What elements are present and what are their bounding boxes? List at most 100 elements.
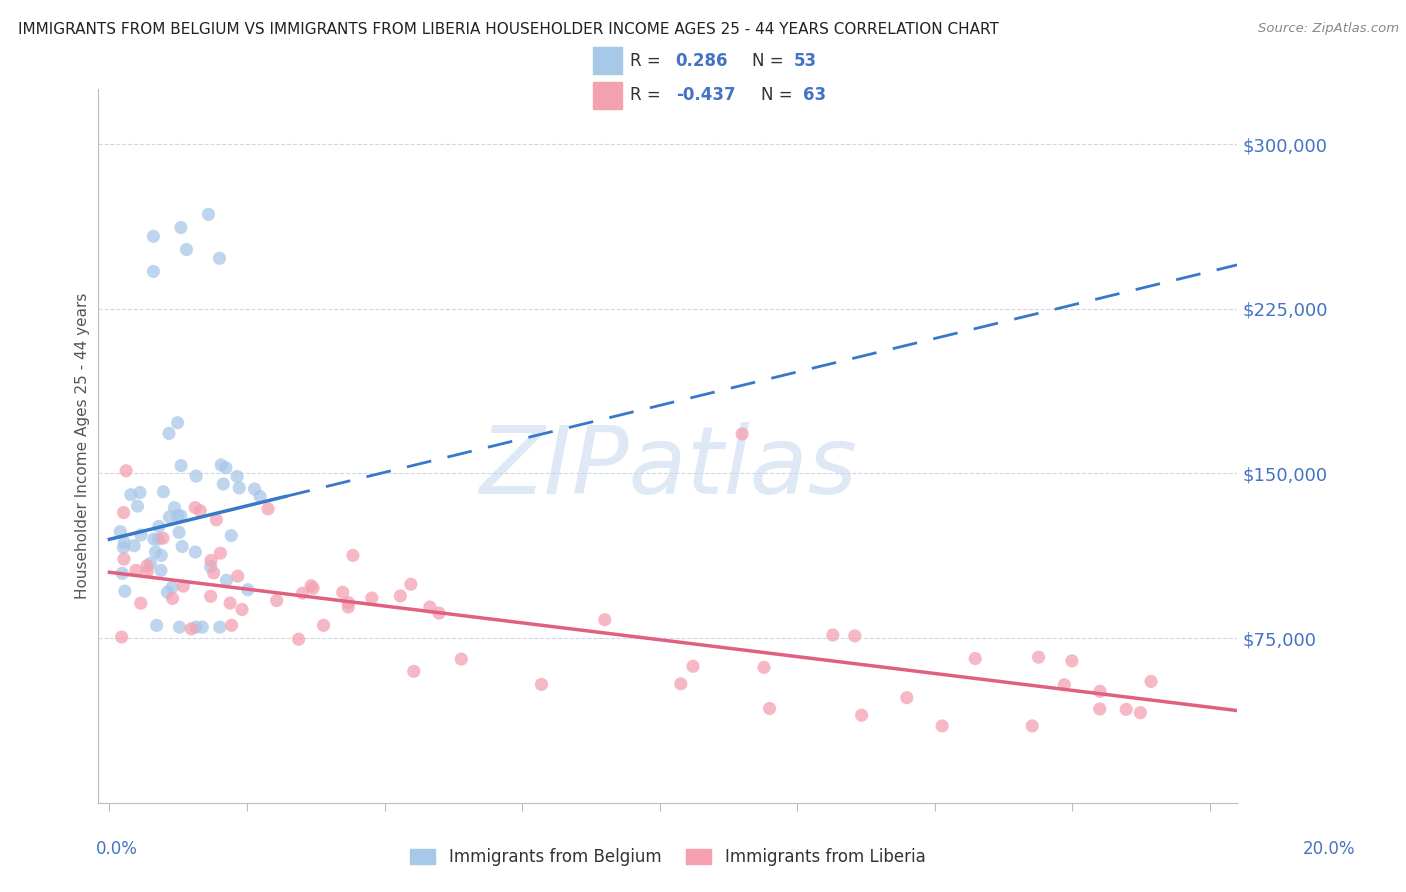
Point: [145, 545, 167, 559]
Point: [159, 510, 181, 524]
Point: [1088, 684, 1111, 698]
Point: [152, 484, 174, 499]
Y-axis label: Householder Income Ages 25 - 44 years: Householder Income Ages 25 - 44 years: [75, 293, 90, 599]
Point: [312, 618, 335, 632]
Point: [299, 579, 322, 593]
Point: [450, 652, 472, 666]
Point: [136, 565, 159, 579]
Point: [166, 416, 188, 430]
Point: [1028, 650, 1050, 665]
Point: [150, 549, 173, 563]
Point: [1053, 678, 1076, 692]
Point: [291, 586, 314, 600]
Point: [219, 596, 242, 610]
Point: [152, 531, 174, 545]
Point: [208, 252, 231, 266]
Text: 0.286: 0.286: [676, 52, 728, 70]
Point: [191, 620, 214, 634]
Point: [142, 229, 165, 244]
Point: [111, 566, 134, 581]
Text: N =: N =: [752, 52, 789, 70]
Point: [176, 243, 198, 257]
Point: [332, 585, 354, 599]
Text: 53: 53: [793, 52, 817, 70]
Text: R =: R =: [630, 52, 666, 70]
Point: [302, 581, 325, 595]
Point: [184, 620, 207, 634]
Point: [209, 546, 232, 560]
Point: [148, 532, 170, 546]
Point: [389, 589, 412, 603]
Point: [205, 513, 228, 527]
Point: [337, 600, 360, 615]
Point: [114, 584, 136, 599]
Point: [337, 596, 360, 610]
Point: [127, 499, 149, 513]
Point: [170, 220, 193, 235]
Point: [752, 660, 775, 674]
Point: [402, 665, 425, 679]
Point: [200, 590, 222, 604]
Point: [170, 458, 193, 473]
Bar: [593, 82, 623, 109]
Point: [111, 630, 134, 644]
Point: [1021, 719, 1043, 733]
Point: [821, 628, 844, 642]
Point: [221, 618, 243, 632]
Point: [427, 606, 450, 620]
Point: [896, 690, 918, 705]
Point: [129, 485, 152, 500]
Point: [142, 532, 165, 546]
Point: [342, 549, 364, 563]
Text: IMMIGRANTS FROM BELGIUM VS IMMIGRANTS FROM LIBERIA HOUSEHOLDER INCOME AGES 25 - : IMMIGRANTS FROM BELGIUM VS IMMIGRANTS FR…: [18, 22, 1000, 37]
Point: [129, 596, 152, 610]
Text: R =: R =: [630, 87, 666, 104]
Text: N =: N =: [762, 87, 799, 104]
Point: [593, 613, 616, 627]
Point: [142, 264, 165, 278]
Point: [160, 580, 183, 594]
Point: [236, 582, 259, 597]
Point: [758, 701, 780, 715]
Point: [228, 481, 250, 495]
Point: [266, 593, 288, 607]
Point: [844, 629, 866, 643]
Point: [249, 490, 271, 504]
Point: [682, 659, 704, 673]
Point: [215, 574, 238, 588]
Point: [156, 585, 179, 599]
Point: [172, 579, 194, 593]
Point: [110, 524, 132, 539]
Point: [167, 525, 190, 540]
Point: [145, 618, 167, 632]
Point: [202, 566, 225, 580]
Point: [115, 464, 138, 478]
Text: 63: 63: [803, 87, 827, 104]
Point: [129, 528, 152, 542]
Point: [172, 540, 194, 554]
Point: [1088, 702, 1111, 716]
Point: [149, 563, 172, 577]
Point: [360, 591, 382, 605]
Point: [180, 622, 202, 636]
Point: [215, 460, 238, 475]
Point: [226, 569, 249, 583]
Point: [200, 559, 222, 574]
Text: ZIPatlas: ZIPatlas: [479, 422, 856, 513]
Point: [112, 535, 135, 549]
Point: [197, 207, 219, 221]
Point: [112, 541, 135, 555]
Point: [139, 556, 162, 570]
Point: [530, 677, 553, 691]
Point: [219, 528, 242, 542]
Point: [162, 591, 184, 606]
Point: [120, 488, 142, 502]
Point: [112, 506, 135, 520]
Point: [208, 620, 231, 634]
Point: [200, 553, 222, 567]
Point: [851, 708, 873, 723]
Point: [170, 508, 193, 523]
Point: [188, 504, 211, 518]
Point: [287, 632, 309, 647]
Bar: [593, 47, 623, 74]
